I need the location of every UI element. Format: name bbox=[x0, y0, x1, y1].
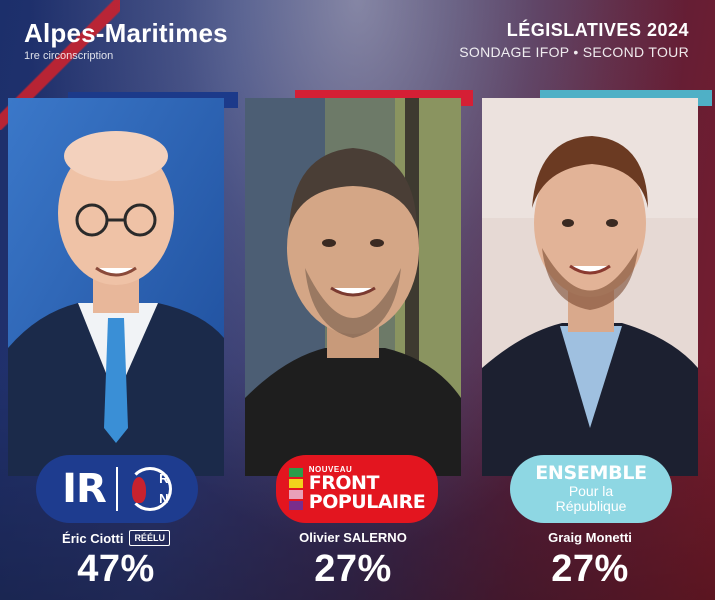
vote-percent-ciotti: 47% bbox=[77, 548, 155, 590]
poll-subtitle: SONDAGE IFOP • SECOND TOUR bbox=[459, 44, 689, 60]
candidate-photo bbox=[8, 98, 224, 476]
party-logo-nfp: NOUVEAU FRONT POPULAIRE bbox=[276, 455, 438, 523]
candidate-name-ciotti: Éric Ciotti RÉÉLU bbox=[8, 530, 224, 546]
candidate-card-salerno bbox=[245, 90, 473, 476]
nfp-front-label: FRONT bbox=[308, 472, 380, 494]
region-header: Alpes-Maritimes 1re circonscription bbox=[24, 18, 228, 62]
candidate-photo bbox=[245, 98, 461, 476]
rn-logo-text: R N bbox=[159, 471, 169, 506]
party-logo-ir-rn: IR R N bbox=[36, 455, 198, 523]
party-logo-ensemble: ENSEMBLE Pour la République bbox=[510, 455, 672, 523]
candidate-card-monetti bbox=[482, 90, 712, 476]
nfp-populaire-label: POPULAIRE bbox=[308, 491, 426, 513]
election-header: LÉGISLATIVES 2024 SONDAGE IFOP • SECOND … bbox=[459, 20, 689, 60]
vote-percent-salerno: 27% bbox=[314, 548, 392, 590]
vote-percent-monetti: 27% bbox=[551, 548, 629, 590]
candidate-photo bbox=[482, 98, 698, 476]
nfp-color-bars-icon bbox=[288, 468, 303, 510]
reelected-badge: RÉÉLU bbox=[129, 530, 170, 546]
candidate-name-monetti: Graig Monetti bbox=[482, 530, 698, 545]
logo-divider bbox=[115, 467, 118, 511]
ensemble-pour-la-label: Pour la bbox=[568, 483, 614, 500]
candidate-name-salerno: Olivier SALERNO bbox=[245, 530, 461, 545]
constituency-label: 1re circonscription bbox=[24, 50, 114, 62]
candidate-name-text: Graig Monetti bbox=[548, 530, 632, 545]
rn-flame-icon: R N bbox=[127, 467, 172, 511]
candidate-name-text: Olivier SALERNO bbox=[299, 530, 407, 545]
candidate-card-ciotti bbox=[8, 92, 238, 476]
ensemble-republique-label: République bbox=[555, 497, 627, 514]
ir-logo-text: IR bbox=[62, 466, 107, 512]
region-title: Alpes-Maritimes bbox=[24, 18, 228, 48]
nfp-nouveau-label: NOUVEAU bbox=[308, 465, 353, 474]
election-title: LÉGISLATIVES 2024 bbox=[506, 20, 689, 40]
candidate-name-text: Éric Ciotti bbox=[62, 530, 124, 546]
ensemble-label: ENSEMBLE bbox=[535, 462, 647, 485]
